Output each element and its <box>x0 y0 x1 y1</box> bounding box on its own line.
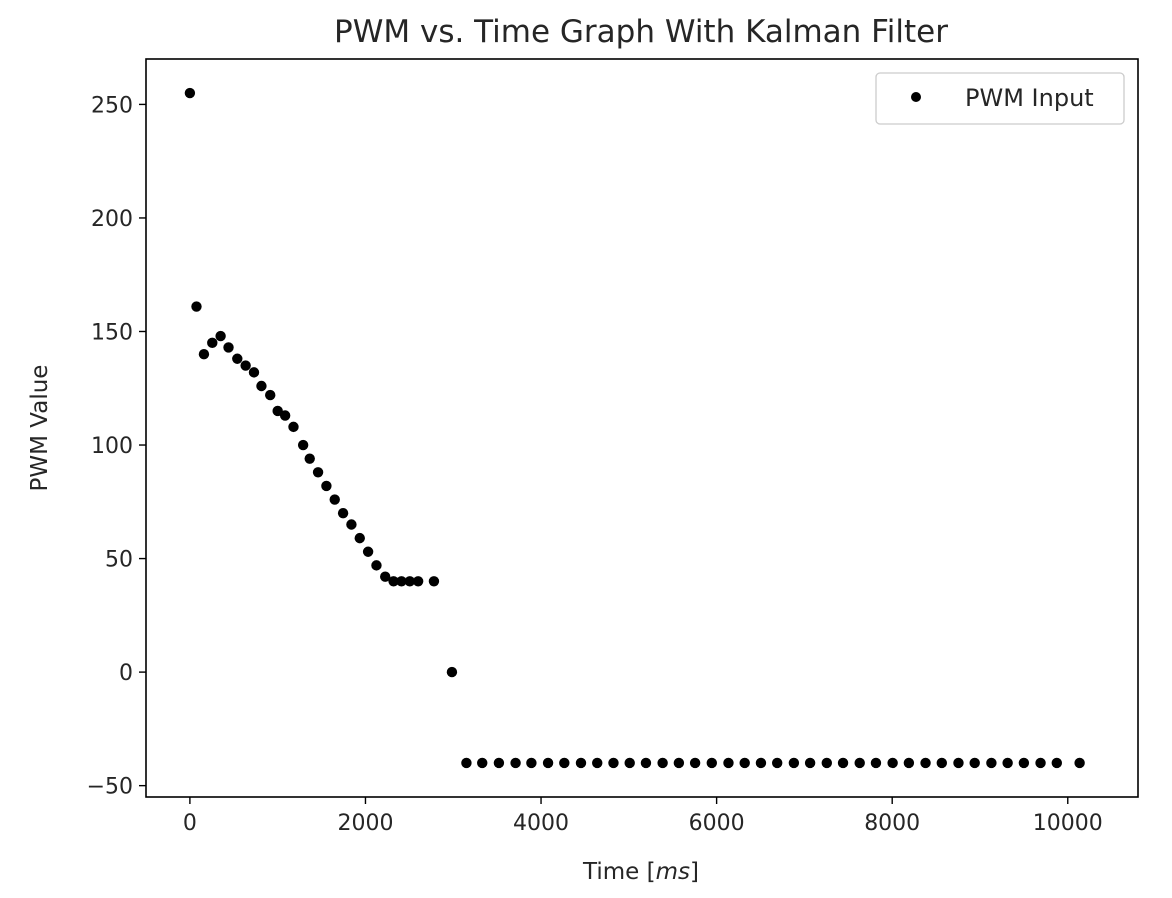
data-point <box>312 467 324 478</box>
data-point <box>215 330 226 342</box>
data-point <box>624 757 635 769</box>
plot-frame <box>145 58 1139 798</box>
y-tick-label: −50 <box>87 775 133 800</box>
x-tick-label: 10000 <box>1033 811 1103 836</box>
data-point <box>1035 757 1046 769</box>
data-point <box>1074 757 1085 769</box>
data-point <box>428 576 440 587</box>
data-point <box>542 757 554 769</box>
chart-title: PWM vs. Time Graph With Kalman Filter <box>334 14 948 50</box>
data-point <box>755 757 767 769</box>
legend-label: PWM Input <box>965 84 1094 112</box>
data-point <box>223 342 234 353</box>
data-point <box>256 380 267 392</box>
data-point <box>477 757 488 769</box>
data-point <box>240 360 251 371</box>
x-tick-label: 2000 <box>337 811 393 836</box>
data-point <box>232 353 243 364</box>
y-tick-label: 150 <box>91 320 133 345</box>
x-tick-label: 4000 <box>513 811 569 836</box>
x-axis-label-prefix: Time [ <box>582 859 656 885</box>
y-tick-label: 0 <box>119 661 133 686</box>
data-point <box>412 576 424 587</box>
data-point <box>493 757 505 769</box>
data-point <box>608 757 619 769</box>
data-point <box>657 757 668 769</box>
data-point <box>887 757 898 769</box>
data-point <box>446 666 458 678</box>
data-point <box>953 757 964 769</box>
data-point <box>771 757 783 769</box>
data-point <box>640 757 652 769</box>
data-point <box>673 757 685 769</box>
data-point <box>371 560 382 571</box>
data-point <box>272 405 283 417</box>
data-points <box>184 87 1085 769</box>
y-axis-label: PWM Value <box>27 365 53 492</box>
data-point <box>592 757 603 769</box>
data-point <box>706 757 717 769</box>
data-point <box>265 389 276 401</box>
x-axis-label: Time [ms] <box>582 859 699 885</box>
y-tick-label: 100 <box>91 434 133 459</box>
data-point <box>986 757 997 769</box>
data-point <box>337 507 349 519</box>
data-point <box>804 757 816 769</box>
data-point <box>969 757 980 769</box>
y-tick-label: 250 <box>91 93 133 118</box>
legend-marker <box>911 92 921 102</box>
data-point <box>396 576 407 587</box>
x-tick-label: 0 <box>183 811 197 836</box>
data-point <box>920 757 931 769</box>
data-point <box>936 757 947 769</box>
data-point <box>689 757 701 769</box>
data-point <box>821 757 832 769</box>
data-point <box>198 349 210 360</box>
data-point <box>1051 757 1062 769</box>
data-point <box>279 410 291 421</box>
data-point <box>297 439 309 451</box>
data-point <box>346 519 357 530</box>
legend: PWM Input <box>875 72 1125 125</box>
y-tick-label: 200 <box>91 207 133 232</box>
data-point <box>304 453 315 464</box>
data-point <box>207 337 218 349</box>
data-point <box>184 87 196 99</box>
data-point <box>362 546 374 557</box>
data-point <box>903 757 915 769</box>
data-point <box>1002 757 1013 769</box>
data-point <box>559 757 570 769</box>
data-point <box>321 480 332 492</box>
data-point <box>526 757 537 769</box>
data-point <box>288 421 299 433</box>
y-tick-label: 50 <box>105 548 133 573</box>
data-point <box>723 757 734 769</box>
data-point <box>1018 757 1030 769</box>
y-axis-ticks: −50 0 50 100 150 200 250 <box>87 93 146 800</box>
plot-area <box>145 58 1139 798</box>
data-point <box>837 757 849 769</box>
x-axis-ticks: 0 2000 4000 6000 8000 10000 <box>183 797 1103 836</box>
x-axis-label-unit: ms <box>656 859 690 885</box>
data-point <box>388 576 399 587</box>
x-axis-label-suffix: ] <box>690 859 699 885</box>
data-point <box>870 757 882 769</box>
data-point <box>575 757 587 769</box>
data-point <box>248 367 260 378</box>
data-point <box>510 757 521 769</box>
data-point <box>854 757 865 769</box>
data-point <box>354 532 365 544</box>
data-point <box>739 757 750 769</box>
x-tick-label: 6000 <box>689 811 745 836</box>
data-point <box>788 757 800 769</box>
data-point <box>191 301 202 312</box>
data-point <box>329 494 340 505</box>
legend-box <box>875 72 1125 125</box>
data-point <box>404 576 416 587</box>
data-point <box>461 757 472 769</box>
x-tick-label: 8000 <box>864 811 920 836</box>
data-point <box>380 571 391 582</box>
